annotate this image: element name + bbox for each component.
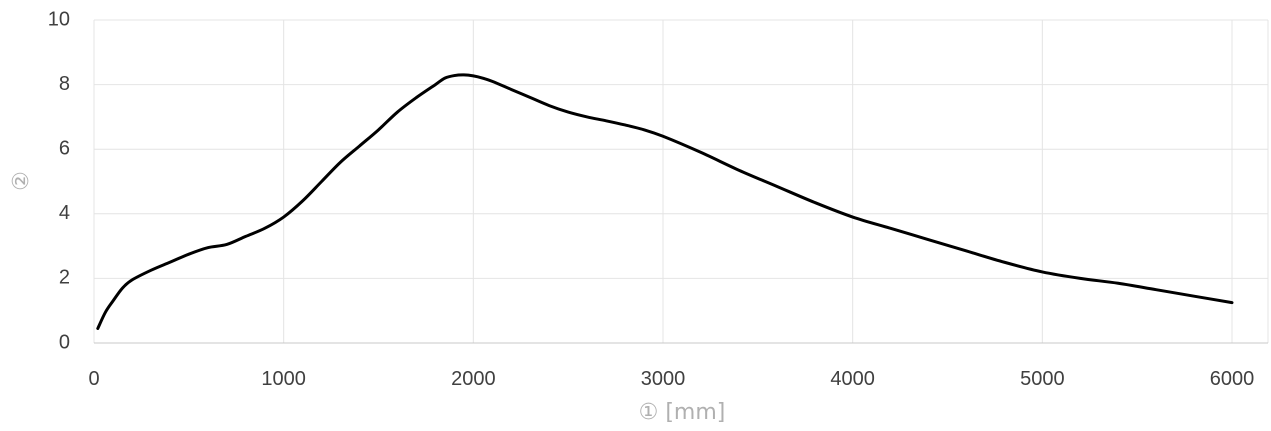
series-line xyxy=(96,73,1234,330)
x-tick-label: 1000 xyxy=(261,368,306,390)
x-axis-title: ① [mm] xyxy=(639,400,726,425)
series-group xyxy=(96,73,1234,330)
x-tick-label: 6000 xyxy=(1210,368,1255,390)
x-tick-label: 2000 xyxy=(451,368,496,390)
y-tick-label: 4 xyxy=(59,202,70,224)
x-tick-label: 0 xyxy=(88,368,99,390)
y-tick-label: 6 xyxy=(59,137,70,159)
y-tick-label: 2 xyxy=(59,267,70,289)
y-tick-label: 8 xyxy=(59,73,70,95)
y-axis-title: ② xyxy=(9,171,34,191)
grid-lines xyxy=(93,19,1269,343)
y-tick-labels: 0 2 4 6 8 10 xyxy=(48,8,70,353)
x-tick-label: 5000 xyxy=(1020,368,1065,390)
x-tick-label: 4000 xyxy=(830,368,875,390)
y-tick-label: 10 xyxy=(48,8,70,30)
x-tick-labels: 0 1000 2000 3000 4000 5000 6000 xyxy=(88,368,1254,390)
y-tick-label: 0 xyxy=(59,331,70,353)
x-tick-label: 3000 xyxy=(641,368,686,390)
